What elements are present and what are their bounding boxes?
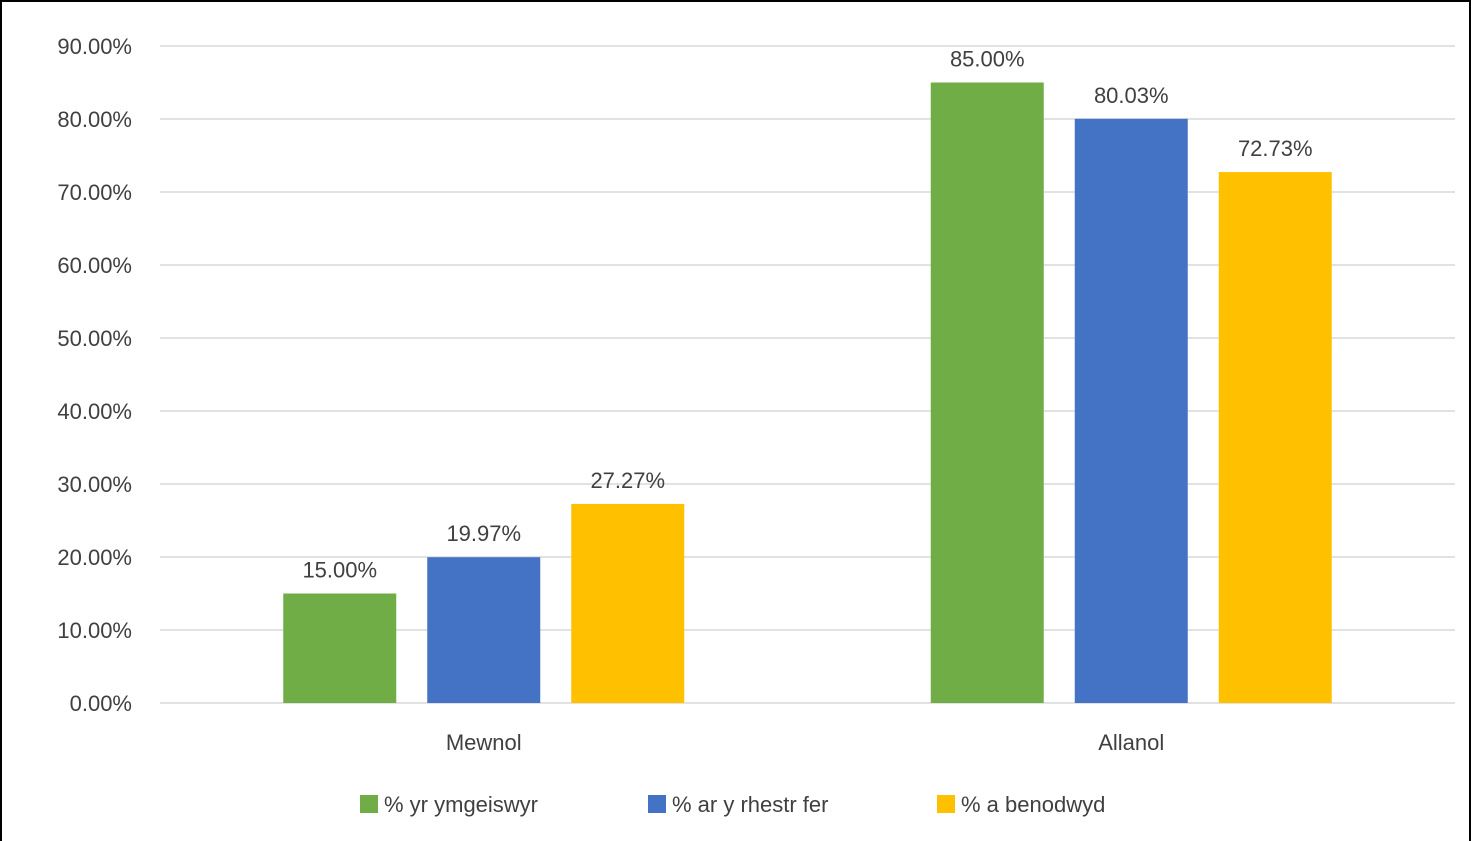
- data-label: 72.73%: [1238, 136, 1313, 161]
- data-label: 15.00%: [302, 558, 377, 583]
- data-labels: 15.00% 19.97% 27.27% 85.00% 80.03% 72.73%: [302, 47, 1312, 583]
- data-label: 85.00%: [950, 47, 1025, 72]
- data-label: 80.03%: [1094, 83, 1169, 108]
- legend-label: % yr ymgeiswyr: [384, 792, 538, 817]
- bar: [571, 503, 685, 703]
- y-tick-label: 20.00%: [57, 545, 132, 570]
- legend-swatch: [937, 795, 955, 813]
- legend: % yr ymgeiswyr % ar y rhestr fer % a benod…: [360, 792, 1105, 817]
- y-tick-label: 10.00%: [57, 618, 132, 643]
- x-category-label: Allanol: [1098, 730, 1164, 755]
- y-axis-tick-labels: 0.00% 10.00% 20.00% 30.00% 40.00% 50.00% 60.00…: [57, 34, 132, 716]
- bar: [930, 82, 1044, 703]
- y-tick-label: 80.00%: [57, 107, 132, 132]
- bar: [427, 557, 541, 703]
- legend-swatch: [648, 795, 666, 813]
- data-label: 19.97%: [446, 521, 521, 546]
- y-tick-label: 0.00%: [70, 691, 132, 716]
- x-axis-category-labels: Mewnol Allanol: [446, 730, 1164, 755]
- data-label: 27.27%: [590, 468, 665, 493]
- y-tick-label: 70.00%: [57, 180, 132, 205]
- bar: [283, 593, 397, 703]
- x-category-label: Mewnol: [446, 730, 522, 755]
- y-tick-label: 90.00%: [57, 34, 132, 59]
- bars: [283, 82, 1332, 704]
- y-tick-label: 60.00%: [57, 253, 132, 278]
- legend-swatch: [360, 795, 378, 813]
- bar: [1218, 172, 1332, 704]
- y-tick-label: 50.00%: [57, 326, 132, 351]
- y-tick-label: 40.00%: [57, 399, 132, 424]
- y-tick-label: 30.00%: [57, 472, 132, 497]
- legend-label: % ar y rhestr fer: [672, 792, 828, 817]
- legend-label: % a benodwyd: [961, 792, 1105, 817]
- bar: [1074, 118, 1188, 703]
